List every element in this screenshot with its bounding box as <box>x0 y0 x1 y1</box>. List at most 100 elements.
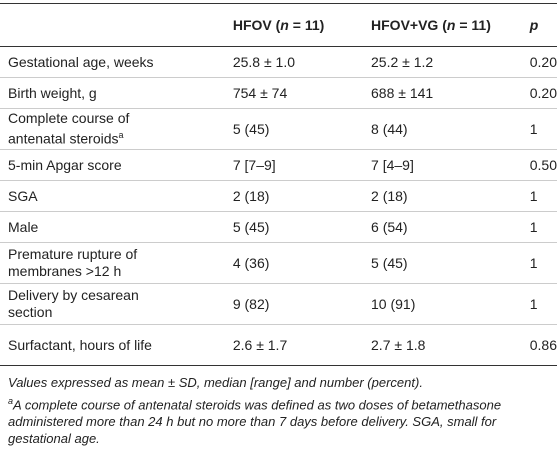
footnote: Values expressed as mean ± SD, median [r… <box>0 374 557 391</box>
table-row: Premature rupture of membranes >12 h 4 (3… <box>0 242 557 284</box>
table-cell: 1 <box>529 108 557 150</box>
footnote-text: A complete course of antenatal steroids … <box>8 397 502 447</box>
table-cell: 25.2 ± 1.2 <box>371 46 530 78</box>
table-cell: 2.7 ± 1.8 <box>371 325 530 366</box>
cell-text: 0.50 <box>529 156 557 173</box>
cell-text: 1 <box>529 120 538 137</box>
footnote-text: Values expressed as mean ± SD, median [r… <box>8 375 423 390</box>
table-cell: 1 <box>529 211 557 243</box>
table-row: Gestational age, weeks 25.8 ± 1.0 25.2 ± 1… <box>0 46 557 78</box>
footnotes: Values expressed as mean ± SD, median [r… <box>0 374 557 447</box>
header-text: n <box>446 17 456 33</box>
table-cell: Birth weight, g <box>0 77 226 109</box>
cell-text: 0.86 <box>529 336 557 353</box>
cell-text: 8 (44) <box>371 120 408 137</box>
header-text: = 11) <box>455 17 491 33</box>
table-cell: 1 <box>529 283 557 325</box>
header-row: HFOV (n = 11) HFOV+VG (n = 11) p <box>0 3 557 47</box>
table-row: 5-min Apgar score 7 [7–9] 7 [4–9] 0.50 <box>0 149 557 181</box>
cell-text: 7 [4–9] <box>371 156 414 173</box>
table-row: Male 5 (45) 6 (54) 1 <box>0 211 557 243</box>
cell-text: 5 (45) <box>232 218 270 235</box>
cell-text: Delivery by cesarean section <box>8 287 139 320</box>
table-cell: 10 (91) <box>371 283 530 325</box>
table-cell: 5 (45) <box>225 108 372 150</box>
header-cell <box>0 3 226 47</box>
table-cell: 1 <box>529 242 557 284</box>
table-cell: 9 (82) <box>225 283 372 325</box>
table-cell: Surfactant, hours of life <box>0 325 226 366</box>
table-cell: 754 ± 74 <box>225 77 372 109</box>
cell-text: 1 <box>529 295 538 312</box>
header-text: HFOV ( <box>232 17 281 33</box>
table-cell: 2 (18) <box>225 180 372 212</box>
cell-text: 2 (18) <box>232 187 270 204</box>
table-cell: 4 (36) <box>225 242 372 284</box>
table-cell: 8 (44) <box>371 108 530 150</box>
header-cell: HFOV (n = 11) <box>225 3 372 47</box>
cell-text: 7 [7–9] <box>232 156 276 173</box>
table-cell: 5-min Apgar score <box>0 149 226 181</box>
footnote: aA complete course of antenatal steroids… <box>0 393 557 447</box>
table-cell: 6 (54) <box>371 211 530 243</box>
cell-text: 2.6 ± 1.7 <box>232 336 288 353</box>
table-cell: 0.20 <box>529 46 557 78</box>
cell-text: Male <box>8 218 39 235</box>
cell-text: SGA <box>8 187 38 204</box>
table-row: Birth weight, g 754 ± 74 688 ± 141 0.20 <box>0 77 557 109</box>
cell-text: 10 (91) <box>371 295 416 312</box>
cell-text: 5 (45) <box>371 254 408 271</box>
header-cell: HFOV+VG (n = 11) <box>371 3 530 47</box>
table-cell: Gestational age, weeks <box>0 46 226 78</box>
cell-text: 25.2 ± 1.2 <box>371 53 434 70</box>
header-text: n <box>280 17 289 33</box>
table-cell: 0.20 <box>529 77 557 109</box>
cell-text: Complete course of antenatal steroids <box>8 110 130 147</box>
table-cell: 0.86 <box>530 325 557 366</box>
cell-text: Surfactant, hours of life <box>8 336 152 353</box>
cell-text: 2 (18) <box>371 187 408 204</box>
table-cell: 1 <box>529 180 557 212</box>
table-row: SGA 2 (18) 2 (18) 1 <box>0 180 557 212</box>
cell-text: 6 (54) <box>371 218 408 235</box>
table-cell: 5 (45) <box>371 242 530 284</box>
cell-text: Premature rupture of membranes >12 h <box>8 246 138 279</box>
cell-text: 0.20 <box>529 53 557 70</box>
table-cell: Delivery by cesarean section <box>0 283 226 325</box>
page: HFOV (n = 11) HFOV+VG (n = 11) p Gestation… <box>0 3 557 447</box>
table-cell: 0.50 <box>529 149 557 181</box>
table-cell: SGA <box>0 180 226 212</box>
header-cell: p <box>529 3 557 47</box>
table-cell: 7 [4–9] <box>371 149 530 181</box>
cell-text: 0.20 <box>529 84 557 101</box>
footnote-mark: a <box>118 130 124 141</box>
table-row: Surfactant, hours of life 2.6 ± 1.7 2.7 ± … <box>0 325 557 366</box>
table-row: Complete course of antenatal steroidsa 5 … <box>0 108 557 150</box>
cell-text: 25.8 ± 1.0 <box>232 53 296 70</box>
cell-text: 688 ± 141 <box>371 84 434 101</box>
cell-text: 5-min Apgar score <box>8 156 122 173</box>
data-table: HFOV (n = 11) HFOV+VG (n = 11) p Gestation… <box>0 3 557 366</box>
cell-text: 2.7 ± 1.8 <box>371 336 426 353</box>
table-cell: 2 (18) <box>371 180 530 212</box>
header-text: = 11) <box>288 17 325 33</box>
table-cell: 5 (45) <box>225 211 372 243</box>
cell-text: 9 (82) <box>232 295 270 312</box>
cell-text: 5 (45) <box>232 120 270 137</box>
table-cell: 688 ± 141 <box>371 77 530 109</box>
cell-text: 1 <box>529 187 538 204</box>
table-cell: 7 [7–9] <box>225 149 372 181</box>
header-text: HFOV+VG ( <box>371 17 447 33</box>
header-text: p <box>529 17 539 33</box>
cell-text: 4 (36) <box>232 254 270 271</box>
table-cell: Complete course of antenatal steroidsa <box>0 108 226 150</box>
cell-text: 754 ± 74 <box>232 84 288 101</box>
table-cell: 2.6 ± 1.7 <box>226 325 371 366</box>
footnote-mark: a <box>8 396 14 406</box>
table-cell: Premature rupture of membranes >12 h <box>0 242 226 284</box>
cell-text: 1 <box>529 254 538 271</box>
cell-text: Gestational age, weeks <box>8 53 154 70</box>
table-cell: Male <box>0 211 226 243</box>
cell-text: Birth weight, g <box>8 84 97 101</box>
table-cell: 25.8 ± 1.0 <box>225 46 372 78</box>
